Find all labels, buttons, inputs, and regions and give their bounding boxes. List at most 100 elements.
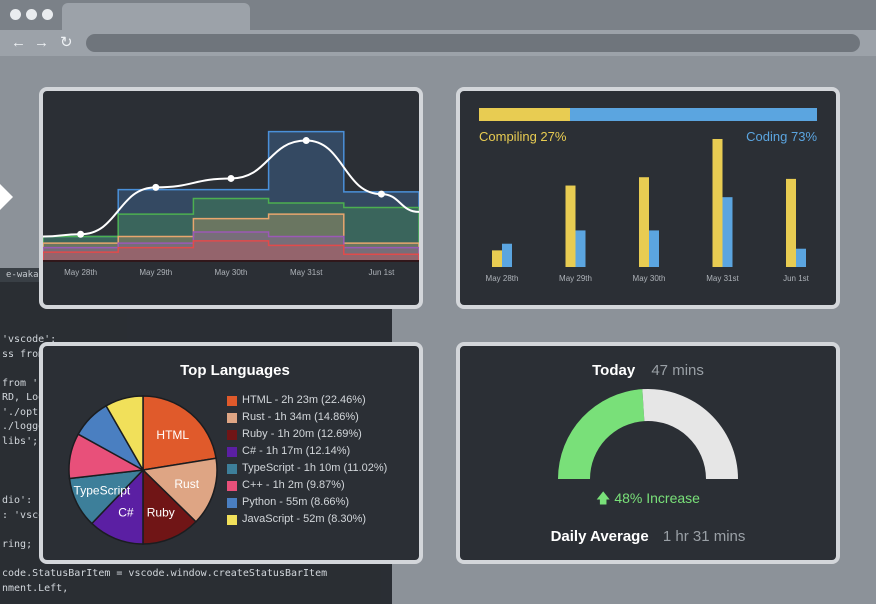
legend-item: JavaScript - 52m (8.30%) [227,511,387,528]
code-line: code.StatusBarItem = vscode.window.creat… [2,568,328,579]
pie-slice-label: HTML [156,428,189,442]
trend-point [227,174,235,182]
legend-item: HTML - 2h 23m (22.46%) [227,392,387,409]
pie-slice [141,457,218,523]
code-line: ss from ' [2,349,57,360]
today-value: 47 mins [651,362,704,379]
legend-swatch [227,498,237,508]
legend-item: C++ - 1h 2m (9.87%) [227,477,387,494]
compiling-bar-segment [479,108,571,121]
legend-label: C++ - 1h 2m (9.87%) [242,479,345,491]
code-line: RD, Log [2,392,45,403]
legend-label: JavaScript - 52m (8.30%) [242,513,367,525]
x-tick-label: Jun 1st [369,268,396,277]
gauge-fill [558,389,645,479]
coding-label: Coding 73% [746,129,817,144]
back-arrow-icon[interactable]: ← [11,34,26,51]
legend-swatch [227,413,237,423]
daily-average-row: Daily Average 1 hr 31 mins [460,528,836,545]
pie-slice [142,468,197,545]
carousel-arrow-icon[interactable] [0,184,13,210]
window-control-dot[interactable] [26,9,37,20]
code-line: nment.Left, [2,583,69,594]
compiling-bar [786,178,796,267]
legend-item: Ruby - 1h 20m (12.69%) [227,426,387,443]
gauge-remainder [642,389,738,479]
x-tick-label: May 28th [486,274,519,283]
compile-coding-bar-chart: May 28th May 29th May 30th May 31st Jun 1st [486,138,810,283]
pie-slice [142,395,217,471]
legend-swatch [227,464,237,474]
code-line: dio': ' [2,495,45,506]
pie-slice-label: C# [118,506,134,520]
reload-icon[interactable]: ↻ [60,34,73,51]
coding-bar-segment [570,108,817,121]
languages-legend: HTML - 2h 23m (22.46%) Rust - 1h 34m (14.… [227,392,387,528]
compiling-bar [639,177,649,267]
legend-item: TypeScript - 1h 10m (11.02%) [227,460,387,477]
code-line: 'vscode'; [2,334,57,345]
up-arrow-icon: 🡅 [596,490,611,506]
browser-titlebar [0,0,876,30]
increase-row: 🡅 48% Increase [460,488,836,512]
daily-average-value: 1 hr 31 mins [662,528,746,545]
compiling-bar [712,138,723,267]
x-tick-label: May 29th [559,274,592,283]
x-tick-label: May 28th [64,268,97,277]
x-tick-label: May 31st [706,274,739,283]
legend-swatch [227,515,237,525]
pie-slice-label: Rust [174,477,199,491]
increase-text: 48% Increase [614,490,700,506]
legend-item: Rust - 1h 34m (14.86%) [227,409,387,426]
forward-arrow-icon[interactable]: → [34,34,49,51]
pie-slice-label: TypeScript [74,483,131,497]
legend-label: Ruby - 1h 20m (12.69%) [242,428,362,440]
legend-swatch [227,430,237,440]
x-tick-label: May 30th [215,268,248,277]
trend-point [152,183,160,191]
pie-slice-label: Ruby [147,505,175,519]
x-tick-label: May 30th [633,274,666,283]
legend-label: TypeScript - 1h 10m (11.02%) [242,462,388,474]
legend-label: Rust - 1h 34m (14.86%) [242,411,359,423]
legend-item: Python - 55m (8.66%) [227,494,387,511]
compiling-label: Compiling 27% [479,129,567,144]
window-control-dot[interactable] [10,9,21,20]
coding-bar [575,230,586,267]
compiling-bar [492,250,502,267]
legend-label: C# - 1h 17m (12.14%) [242,445,351,457]
today-gauge [558,389,738,479]
coding-bar [796,248,806,267]
window-control-dot[interactable] [42,9,53,20]
code-line: ring; [2,539,33,550]
coding-bar [649,230,659,267]
trend-point [302,137,310,145]
today-panel: Today 47 mins 🡅 48% Increase Daily Avera… [456,342,840,564]
x-tick-label: Jun 1st [783,274,810,283]
activity-chart-panel: May 28th May 29th May 30th May 31st Jun 1st [39,87,423,309]
legend-label: Python - 55m (8.66%) [242,496,349,508]
code-line: : 'vsco [2,510,45,521]
languages-pie-chart: HTML Rust Ruby C# TypeScript [68,395,218,545]
legend-swatch [227,481,237,491]
code-line: './opti [2,407,45,418]
pie-slice [105,395,144,473]
today-row: Today 47 mins [460,362,836,379]
activity-chart: May 28th May 29th May 30th May 31st Jun 1st [42,130,420,277]
x-tick-label: May 31st [290,268,323,277]
panel-title: Top Languages [180,362,290,379]
legend-label: HTML - 2h 23m (22.46%) [242,394,366,406]
code-line: from './ [2,378,51,389]
daily-average-label: Daily Average [550,528,649,545]
legend-swatch [227,447,237,457]
x-tick-label: May 29th [139,268,172,277]
compiling-bar [565,185,576,267]
coding-bar [722,197,733,267]
address-bar[interactable] [86,34,860,52]
legend-item: C# - 1h 17m (12.14%) [227,443,387,460]
top-languages-panel: Top Languages HTML Rust Ruby C# TypeScript H… [39,342,423,564]
compile-coding-split-bar [479,108,817,121]
compile-coding-panel: Compiling 27% Coding 73% May 28th May 29t… [456,87,840,309]
coding-bar [502,243,512,267]
browser-tab[interactable] [62,3,250,30]
